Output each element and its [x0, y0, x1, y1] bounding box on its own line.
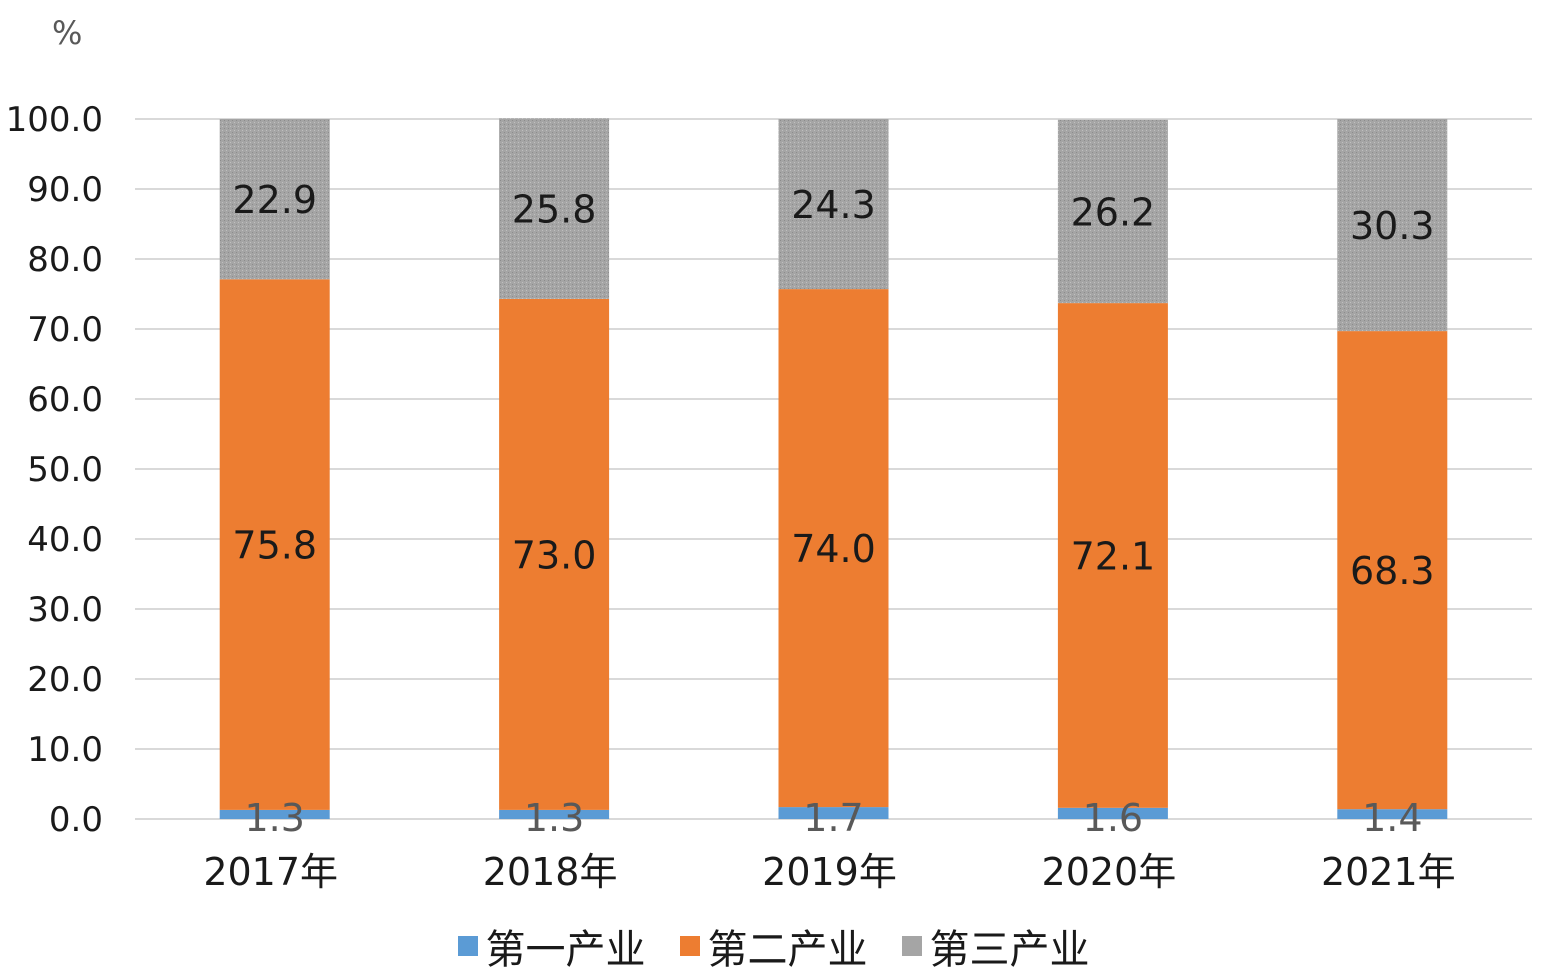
y-tick-label: 0.0: [49, 800, 103, 840]
bar-segment-1: [1337, 809, 1448, 819]
data-label-series-2: 74.0: [791, 527, 876, 571]
y-tick-label: 50.0: [27, 450, 103, 490]
bar-segment-1: [219, 809, 330, 819]
x-axis-ticks: 2017年 2018年 2019年 2020年 2021年: [203, 850, 1455, 894]
legend-label: 第二产业: [707, 927, 868, 973]
bars: [219, 118, 1448, 819]
x-tick-label: 2020年: [1042, 850, 1177, 894]
data-label-series-1: 1.3: [524, 796, 584, 840]
x-tick-label: 2021年: [1321, 850, 1456, 894]
bar-segment-2: [1337, 331, 1448, 810]
data-label-series-1: 1.3: [244, 796, 304, 840]
legend-label: 第一产业: [485, 927, 646, 973]
legend-swatch: [457, 936, 478, 956]
data-label-series-1: 1.4: [1362, 796, 1422, 840]
y-tick-label: 30.0: [27, 590, 103, 630]
data-label-series-3: 25.8: [512, 188, 597, 232]
y-tick-label: 20.0: [27, 660, 103, 700]
y-tick-label: 10.0: [27, 730, 103, 770]
y-tick-label: 100.0: [6, 100, 103, 140]
legend-swatch: [901, 936, 922, 956]
bar-segment-2: [219, 279, 330, 810]
bar-segment-2: [778, 289, 889, 808]
bar-segment-1: [499, 809, 610, 819]
data-label-series-1: 1.6: [1083, 796, 1143, 840]
data-label-series-2: 73.0: [512, 533, 597, 577]
x-tick-label: 2017年: [203, 850, 338, 894]
y-tick-label: 40.0: [27, 520, 103, 560]
bar-segment-3: [1057, 119, 1168, 304]
bar-segment-3: [1337, 119, 1448, 332]
y-tick-label: 90.0: [27, 170, 103, 210]
data-labels: 1.3 75.8 22.9 1.3 73.0 25.8 1.7 74.0 24.3 1.6 72.1…: [232, 178, 1434, 840]
legend-swatch: [679, 936, 700, 956]
bar-segment-3: [778, 119, 889, 290]
data-label-series-3: 24.3: [791, 183, 876, 227]
data-label-series-2: 72.1: [1071, 534, 1156, 578]
y-axis-ticks: 0.0 10.0 20.0 30.0 40.0 50.0 60.0 70.0 80.0 90.0 1…: [6, 100, 103, 840]
bar-segment-3: [499, 118, 610, 299]
y-axis-unit-label: %: [52, 14, 83, 52]
legend-item: 第二产业: [679, 917, 868, 975]
y-tick-label: 60.0: [27, 380, 103, 420]
legend: 第一产业 第二产业 第三产业: [0, 918, 1547, 974]
data-label-series-2: 68.3: [1350, 549, 1435, 593]
legend-label: 第三产业: [929, 927, 1090, 973]
y-tick-label: 70.0: [27, 310, 103, 350]
bar-segment-3: [219, 119, 330, 280]
data-label-series-3: 30.3: [1350, 204, 1435, 248]
data-label-series-3: 26.2: [1071, 190, 1156, 234]
data-label-series-2: 75.8: [232, 524, 317, 568]
bar-segment-1: [778, 807, 889, 819]
data-label-series-3: 22.9: [232, 178, 317, 222]
x-tick-label: 2019年: [762, 850, 897, 894]
bar-segment-1: [1057, 807, 1168, 819]
x-tick-label: 2018年: [483, 850, 618, 894]
legend-item: 第三产业: [901, 917, 1090, 975]
bar-segment-2: [1057, 303, 1168, 808]
y-tick-label: 80.0: [27, 240, 103, 280]
legend-item: 第一产业: [457, 917, 646, 975]
bar-segment-2: [499, 298, 610, 810]
data-label-series-1: 1.7: [803, 796, 863, 840]
